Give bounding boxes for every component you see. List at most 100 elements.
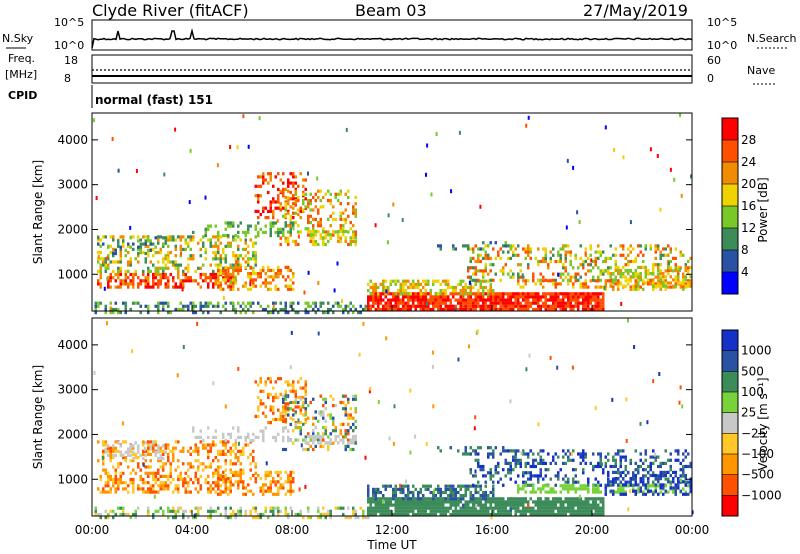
data-cell: [487, 272, 490, 276]
data-cell: [264, 489, 267, 493]
data-cell: [402, 509, 405, 513]
data-cell: [672, 269, 675, 273]
data-cell: [329, 307, 332, 312]
data-cell: [269, 380, 272, 384]
data-cell: [684, 480, 687, 484]
data-cell: [454, 298, 457, 302]
data-cell: [282, 187, 285, 191]
data-cell: [577, 503, 580, 507]
data-cell: [609, 256, 612, 260]
data-cell: [212, 459, 215, 463]
data-cell: [477, 509, 480, 513]
data-cell: [499, 497, 502, 501]
data-cell: [227, 486, 230, 490]
data-cell: [309, 239, 312, 243]
data-cell: [419, 500, 422, 504]
data-cell: [277, 265, 280, 269]
data-cell: [279, 230, 282, 234]
data-cell: [352, 239, 355, 243]
data-cell: [292, 429, 295, 433]
data-cell: [147, 248, 150, 252]
data-cell: [389, 301, 392, 305]
data-cell: [504, 500, 507, 504]
data-cell: [579, 455, 582, 459]
data-cell: [659, 282, 662, 286]
data-cell: [294, 422, 297, 426]
data-cell: [327, 230, 330, 234]
data-cell: [209, 509, 212, 513]
data-cell: [544, 250, 547, 254]
data-cell: [284, 202, 287, 206]
data-cell: [652, 449, 655, 453]
data-cell: [104, 471, 107, 475]
data-cell: [557, 474, 560, 478]
data-cell: [267, 190, 270, 195]
data-cell: [209, 506, 212, 510]
data-cell: [272, 509, 275, 513]
data-cell: [502, 244, 505, 248]
data-cell: [249, 468, 252, 472]
velocity-data-cells: [93, 318, 694, 520]
data-cell: [482, 464, 485, 469]
data-cell: [567, 503, 570, 507]
data-cell: [592, 468, 595, 472]
data-cell: [457, 292, 460, 296]
data-cell: [344, 404, 347, 408]
data-cell: [167, 487, 170, 491]
data-cell: [204, 195, 207, 200]
data-cell: [625, 439, 628, 443]
data-cell: [652, 268, 655, 273]
data-cell: [459, 497, 462, 501]
data-cell: [597, 292, 600, 296]
data-cell: [404, 484, 407, 488]
data-cell: [142, 456, 145, 461]
data-cell: [149, 487, 152, 491]
data-cell: [419, 512, 422, 517]
data-cell: [524, 307, 527, 312]
data-cell: [462, 503, 465, 508]
data-cell: [204, 477, 207, 482]
data-cell: [149, 260, 152, 264]
data-cell: [324, 426, 327, 430]
data-cell: [144, 441, 147, 445]
data-cell: [419, 282, 422, 286]
data-cell: [579, 256, 582, 260]
data-cell: [582, 452, 585, 456]
data-cell: [487, 509, 490, 513]
data-cell: [309, 221, 312, 225]
data-cell: [601, 462, 603, 467]
data-cell: [167, 266, 170, 270]
data-cell: [342, 224, 345, 228]
data-cell: [529, 464, 532, 469]
data-cell: [669, 484, 672, 488]
data-cell: [109, 477, 112, 482]
data-cell: [474, 307, 477, 312]
data-cell: [94, 301, 97, 305]
data-cell: [254, 414, 257, 418]
data-cell: [367, 497, 370, 501]
data-cell: [102, 242, 105, 246]
data-cell: [319, 199, 322, 203]
data-cell: [597, 497, 600, 501]
data-cell: [222, 480, 225, 484]
data-cell: [584, 304, 587, 308]
data-cell: [399, 285, 402, 290]
data-cell: [484, 484, 487, 488]
data-cell: [239, 435, 242, 439]
data-cell: [387, 307, 390, 312]
data-cell: [479, 468, 482, 472]
data-cell: [444, 490, 447, 495]
data-cell: [479, 307, 482, 312]
data-cell: [277, 275, 280, 279]
data-cell: [512, 506, 515, 510]
data-cell: [112, 516, 115, 520]
data-cell: [664, 279, 667, 283]
data-cell: [564, 244, 567, 248]
data-cell: [462, 497, 465, 501]
data-cell: [117, 241, 120, 245]
data-cell: [157, 279, 160, 283]
data-cell: [592, 497, 595, 501]
data-cell: [539, 458, 542, 462]
data-cell: [112, 307, 115, 312]
data-cell: [234, 516, 237, 520]
